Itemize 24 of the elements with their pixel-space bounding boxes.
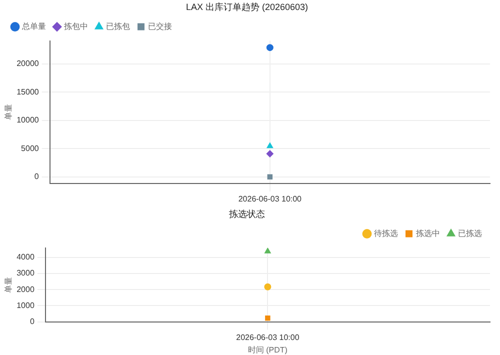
chart-title: LAX 出库订单趋势 (20260603)	[186, 2, 308, 12]
y-tick-label: 2000	[16, 284, 35, 294]
y-tick-label: 4000	[16, 252, 35, 262]
legend-label: 已拣包	[106, 22, 130, 32]
y-tick-label: 20000	[16, 59, 40, 68]
y-tick-label: 15000	[16, 87, 40, 96]
x-axis-title: 时间 (PDT)	[248, 345, 288, 354]
chart-title: 拣选状态	[228, 208, 265, 219]
legend-label: 拣选中	[415, 229, 440, 238]
legend-label: 待拣选	[374, 229, 398, 238]
y-tick-label: 0	[34, 172, 40, 182]
legend-label: 总单量	[21, 22, 46, 32]
legend-label: 已拣选	[458, 229, 482, 238]
y-tick-label: 10000	[16, 116, 40, 125]
legend-label: 已交接	[148, 22, 172, 32]
y-axis-title: 单量	[4, 104, 14, 120]
y-tick-label: 3000	[16, 268, 35, 278]
x-tick-label: 2026-06-03 10:00	[238, 194, 302, 204]
legend-label: 拣包中	[63, 22, 88, 32]
y-tick-label: 1000	[16, 300, 35, 310]
y-tick-label: 5000	[21, 144, 40, 153]
y-tick-label: 0	[30, 317, 35, 326]
y-axis-title: 单量	[4, 276, 14, 293]
x-tick-label: 2026-06-03 10:00	[236, 332, 300, 342]
